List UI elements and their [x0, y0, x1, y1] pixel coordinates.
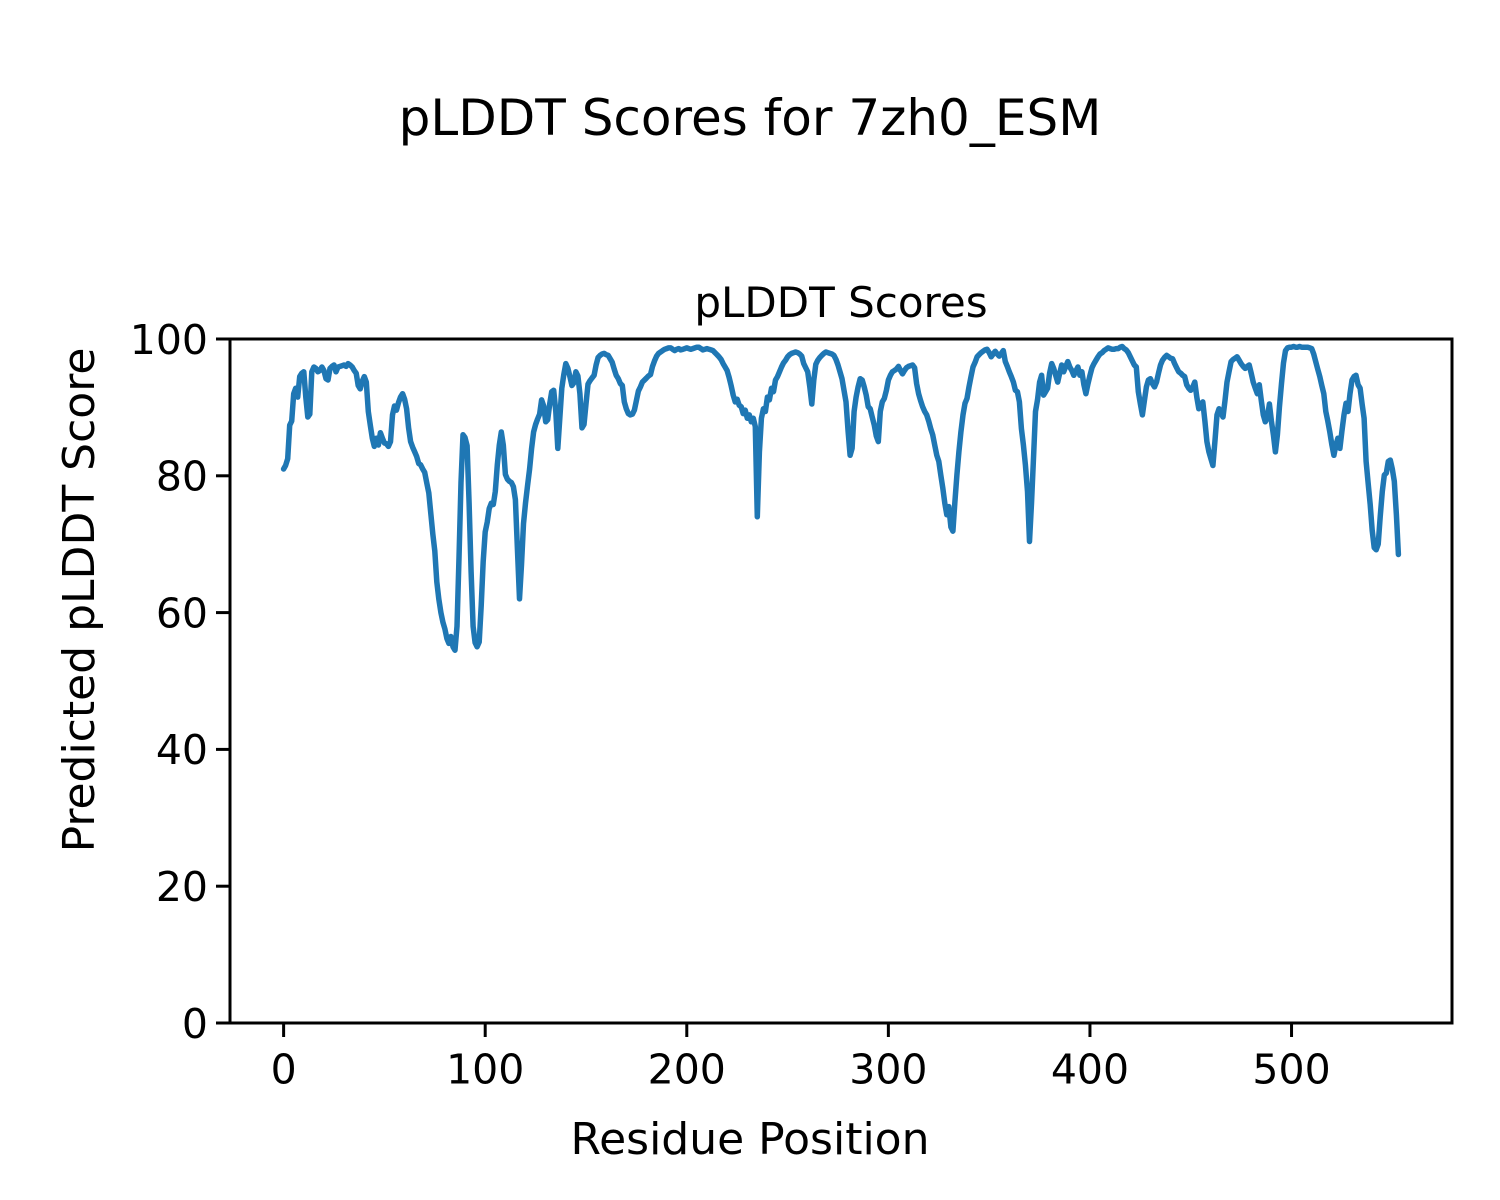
x-tick-label: 500	[1252, 1045, 1330, 1093]
x-tick-label: 400	[1051, 1045, 1129, 1093]
y-tick-label: 0	[182, 1000, 208, 1048]
y-tick-label: 20	[156, 863, 208, 911]
y-tick-label: 40	[156, 726, 208, 774]
x-tick-label: 300	[849, 1045, 927, 1093]
x-tick-label: 200	[648, 1045, 726, 1093]
x-tick-label: 100	[446, 1045, 524, 1093]
figure-title: pLDDT Scores for 7zh0_ESM	[398, 89, 1102, 147]
y-tick-label: 100	[130, 316, 208, 364]
y-tick-label: 60	[156, 589, 208, 637]
axes-title: pLDDT Scores	[694, 278, 988, 327]
x-axis-label: Residue Position	[570, 1114, 930, 1165]
x-tick-label: 0	[271, 1045, 297, 1093]
axes-spines	[228, 337, 1454, 1025]
plddt-line	[280, 343, 1402, 653]
y-tick-label: 80	[156, 453, 208, 501]
